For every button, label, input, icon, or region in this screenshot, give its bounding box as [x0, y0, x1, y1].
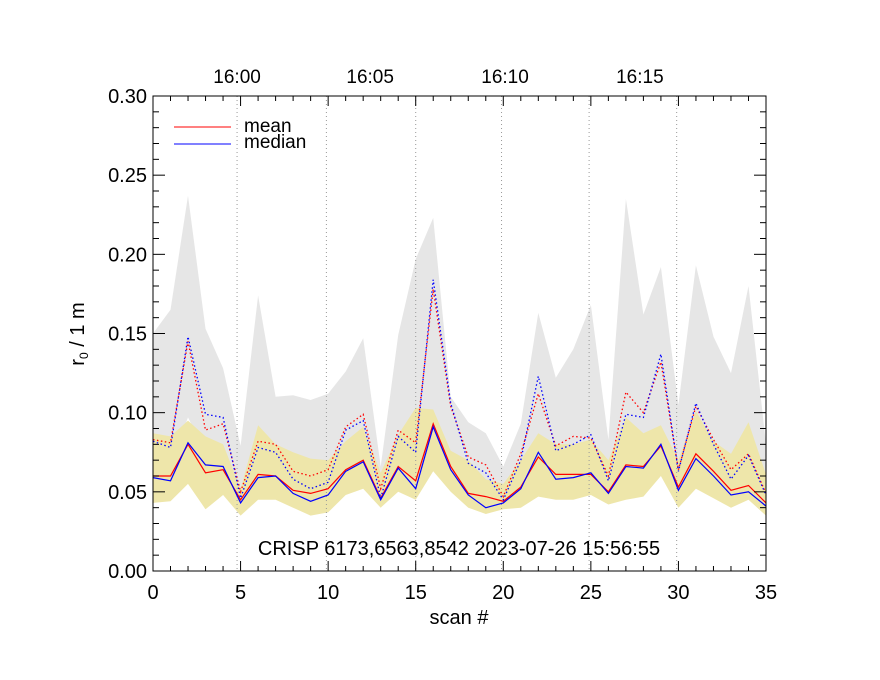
svg-text:r0 / 1 m: r0 / 1 m [67, 302, 91, 365]
x-tick-label: 10 [317, 582, 339, 604]
x-axis-title: scan # [430, 607, 490, 629]
y-axis-title-sub: 0 [77, 352, 91, 359]
y-tick-label: 0.00 [108, 561, 147, 583]
x-tick-label: 30 [667, 582, 689, 604]
time-label: 16:15 [616, 67, 664, 88]
x-tick-label: 0 [147, 582, 158, 604]
time-label: 16:10 [481, 67, 529, 88]
x-tick-labels: 0 5 10 15 20 25 30 35 [147, 582, 777, 604]
y-axis-title-main: r [67, 359, 89, 366]
y-tick-label: 0.05 [108, 482, 147, 504]
y-axis-title-rest: / 1 m [67, 302, 89, 352]
series-line-3 [152, 279, 767, 502]
x-tick-label: 15 [405, 582, 427, 604]
observation-annotation: CRISP 6173,6563,8542 2023-07-26 15:56:55 [258, 538, 660, 560]
top-time-labels: 16:00 16:05 16:10 16:15 [213, 67, 663, 88]
envelope-bands [153, 195, 766, 516]
legend-label-median: median [244, 132, 306, 153]
series-line-1 [152, 425, 767, 509]
band-1 [153, 407, 766, 516]
time-label: 16:05 [346, 67, 394, 88]
x-tick-label: 25 [580, 582, 602, 604]
x-tick-label: 20 [492, 582, 514, 604]
band-0 [153, 195, 766, 496]
legend-label-mean: mean [244, 116, 292, 137]
y-tick-label: 0.25 [108, 165, 147, 187]
time-label: 16:00 [213, 67, 261, 88]
y-tick-label: 0.10 [108, 403, 147, 425]
x-tick-label: 35 [755, 582, 777, 604]
y-tick-labels: 0.00 0.05 0.10 0.15 0.20 0.25 0.30 [108, 86, 147, 583]
y-axis-title: r0 / 1 m [67, 302, 91, 365]
legend: mean median [174, 116, 306, 153]
series-lines [152, 279, 767, 509]
x-tick-label: 5 [235, 582, 246, 604]
y-tick-label: 0.15 [108, 324, 147, 346]
series-line-2 [152, 289, 767, 499]
axis-ticks [152, 95, 767, 572]
y-tick-label: 0.20 [108, 244, 147, 266]
y-tick-label: 0.30 [108, 86, 147, 108]
